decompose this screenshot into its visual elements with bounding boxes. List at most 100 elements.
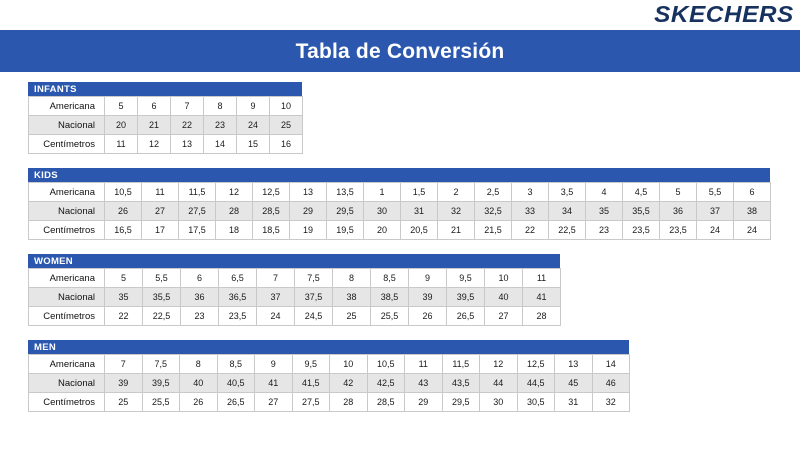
size-cell: 10,5 <box>104 182 142 202</box>
size-cell: 26 <box>179 392 218 412</box>
table-row: Centímetros 16,5 17 17,5 18 18,5 19 19,5 20 20,5 2… <box>28 220 771 240</box>
section-header-infants: INFANTS <box>28 82 302 96</box>
size-cell: 23,5 <box>622 220 660 240</box>
row-label: Nacional <box>28 201 105 221</box>
size-cell: 3,5 <box>548 182 586 202</box>
size-cell: 41,5 <box>291 373 330 393</box>
size-cell: 11 <box>141 182 179 202</box>
size-cell: 23,5 <box>659 220 697 240</box>
size-cell: 4,5 <box>622 182 660 202</box>
size-cell: 9 <box>408 268 447 288</box>
size-cell: 32 <box>437 201 475 221</box>
size-cell: 28 <box>522 306 561 326</box>
size-cell: 7 <box>170 96 204 116</box>
row-label: Centímetros <box>28 306 105 326</box>
size-cell: 2 <box>437 182 475 202</box>
size-cell: 16 <box>269 134 303 154</box>
size-cell: 5 <box>659 182 697 202</box>
size-cell: 45 <box>554 373 593 393</box>
size-cell: 39 <box>408 287 447 307</box>
section-header-kids: KIDS <box>28 168 770 182</box>
size-cell: 22 <box>104 306 143 326</box>
size-cell: 6 <box>733 182 771 202</box>
size-cell: 12 <box>479 354 518 374</box>
size-cell: 8 <box>179 354 218 374</box>
table-row: Nacional 20 21 22 23 24 25 <box>28 115 303 135</box>
page-title-banner: Tabla de Conversión <box>0 30 800 72</box>
size-cell: 36 <box>180 287 219 307</box>
table-row: Centímetros 25 25,5 26 26,5 27 27,5 28 28,5 29 29,… <box>28 392 630 412</box>
size-cell: 13 <box>289 182 327 202</box>
size-cell: 23 <box>585 220 623 240</box>
size-cell: 9,5 <box>291 354 330 374</box>
size-cell: 43 <box>404 373 443 393</box>
size-cell: 21 <box>437 220 475 240</box>
size-cell: 18 <box>215 220 253 240</box>
size-cell: 19 <box>289 220 327 240</box>
table-row: Nacional 35 35,5 36 36,5 37 37,5 38 38,5 39 39,5 40… <box>28 287 561 307</box>
size-cell: 29,5 <box>441 392 480 412</box>
size-cell: 20 <box>104 115 138 135</box>
size-cell: 22,5 <box>142 306 181 326</box>
size-section-kids: KIDS Americana 10,5 11 11,5 12 12,5 13 13,5 1 1,5 2… <box>28 168 800 240</box>
size-cell: 9 <box>254 354 293 374</box>
size-cell: 44,5 <box>516 373 555 393</box>
size-cell: 16,5 <box>104 220 142 240</box>
size-cell: 9 <box>236 96 270 116</box>
size-cell: 22 <box>511 220 549 240</box>
size-cell: 25,5 <box>370 306 409 326</box>
size-cell: 25 <box>269 115 303 135</box>
size-cell: 30 <box>479 392 518 412</box>
table-row: Americana 7 7,5 8 8,5 9 9,5 10 10,5 11 11,5 12 12,5 1… <box>28 354 630 374</box>
size-cell: 3 <box>511 182 549 202</box>
size-cell: 4 <box>585 182 623 202</box>
conversion-tables-container: INFANTS Americana 5 6 7 8 9 10 Nacional 20 21 22 23 2… <box>0 72 800 412</box>
size-cell: 42,5 <box>366 373 405 393</box>
size-cell: 21,5 <box>474 220 512 240</box>
size-cell: 13,5 <box>326 182 364 202</box>
size-section-men: MEN Americana 7 7,5 8 8,5 9 9,5 10 10,5 11 11,5 12 12… <box>28 340 800 412</box>
size-cell: 32,5 <box>474 201 512 221</box>
size-cell: 5,5 <box>696 182 734 202</box>
table-row: Nacional 26 27 27,5 28 28,5 29 29,5 30 31 32 32,5 33… <box>28 201 771 221</box>
row-label: Centímetros <box>28 220 105 240</box>
size-cell: 32 <box>591 392 630 412</box>
section-header-men: MEN <box>28 340 629 354</box>
size-cell: 14 <box>203 134 237 154</box>
page-title: Tabla de Conversión <box>295 39 505 63</box>
size-cell: 14 <box>591 354 630 374</box>
size-cell: 5 <box>104 268 143 288</box>
size-cell: 12 <box>215 182 253 202</box>
size-cell: 12,5 <box>252 182 290 202</box>
size-cell: 40 <box>484 287 523 307</box>
size-cell: 42 <box>329 373 368 393</box>
conversion-table-kids: Americana 10,5 11 11,5 12 12,5 13 13,5 1 1,5 2 2,5 3… <box>28 182 771 240</box>
size-cell: 21 <box>137 115 171 135</box>
size-section-women: WOMEN Americana 5 5,5 6 6,5 7 7,5 8 8,5 9 9,5 10 11 Na… <box>28 254 800 326</box>
size-cell: 17,5 <box>178 220 216 240</box>
brand-header: SKECHERS <box>0 0 800 30</box>
size-cell: 31 <box>554 392 593 412</box>
size-cell: 39,5 <box>446 287 485 307</box>
row-label: Nacional <box>28 287 105 307</box>
conversion-table-infants: Americana 5 6 7 8 9 10 Nacional 20 21 22 23 24 25 Cent… <box>28 96 303 154</box>
size-cell: 13 <box>170 134 204 154</box>
size-cell: 38 <box>332 287 371 307</box>
size-cell: 31 <box>400 201 438 221</box>
size-cell: 27 <box>141 201 179 221</box>
table-row: Centímetros 22 22,5 23 23,5 24 24,5 25 25,5 26 26,… <box>28 306 561 326</box>
table-row: Americana 5 5,5 6 6,5 7 7,5 8 8,5 9 9,5 10 11 <box>28 268 561 288</box>
size-cell: 40,5 <box>216 373 255 393</box>
skechers-logo: SKECHERS <box>654 0 794 27</box>
size-cell: 35 <box>585 201 623 221</box>
size-cell: 7 <box>104 354 143 374</box>
size-cell: 8,5 <box>216 354 255 374</box>
size-cell: 24 <box>733 220 771 240</box>
size-cell: 26,5 <box>446 306 485 326</box>
size-cell: 6 <box>137 96 171 116</box>
size-cell: 27 <box>254 392 293 412</box>
size-cell: 43,5 <box>441 373 480 393</box>
size-cell: 27,5 <box>178 201 216 221</box>
size-cell: 22,5 <box>548 220 586 240</box>
size-cell: 24,5 <box>294 306 333 326</box>
